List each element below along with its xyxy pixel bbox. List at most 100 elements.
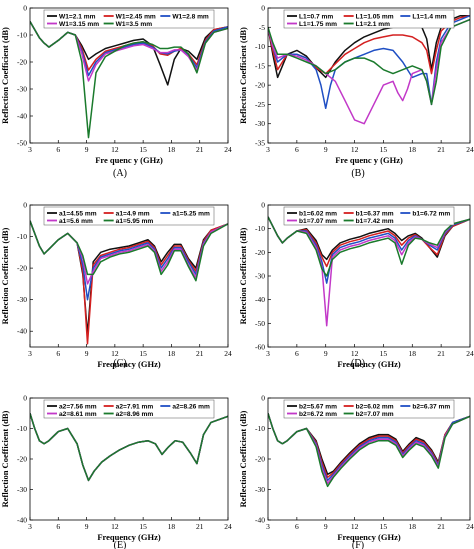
legend-entry: W1=3.15 mm bbox=[59, 21, 99, 28]
y-tick-label: -5 bbox=[259, 23, 265, 32]
y-tick-label: -10 bbox=[17, 424, 27, 433]
legend: b2=5.67 mm b2=6.02 mm b2=6.37 mm b2=6.72 mm… bbox=[283, 399, 455, 419]
x-axis-label: Frequency (GHz) bbox=[337, 532, 401, 542]
y-tick-label: -40 bbox=[255, 516, 265, 525]
x-tick-label: 6 bbox=[56, 145, 60, 154]
y-tick-label: 0 bbox=[261, 4, 265, 13]
x-tick-label: 12 bbox=[111, 349, 119, 358]
y-tick-label: -60 bbox=[255, 343, 265, 352]
x-axis-label: Frequency (GHz) bbox=[97, 532, 161, 542]
x-tick-label: 6 bbox=[295, 145, 299, 154]
x-tick-label: 9 bbox=[324, 145, 328, 154]
legend-entry: b1=6.37 mm bbox=[356, 210, 394, 217]
legend-box bbox=[283, 9, 455, 29]
y-tick-label: 0 bbox=[23, 394, 27, 403]
x-tick-label: 3 bbox=[28, 522, 32, 531]
series-group bbox=[268, 14, 470, 125]
y-tick-label: -40 bbox=[17, 112, 27, 121]
y-axis-label: Reflection Coefficient (dB) bbox=[238, 227, 248, 324]
y-axis-label: Reflection Coefficient (dB) bbox=[238, 410, 248, 507]
panel-label: (D) bbox=[351, 358, 365, 369]
chart-panel: 3 6 9 12 15 18 21 24 0 -10 -20 -30 -40 Frequency (GHz… bbox=[0, 201, 232, 370]
legend-box bbox=[43, 9, 215, 29]
chart-panel: 3 6 9 12 15 18 21 24 0 -10 -20 -30 -40 Frequency (GHz… bbox=[238, 394, 474, 549]
series-line bbox=[30, 21, 228, 139]
x-tick-label: 9 bbox=[85, 349, 89, 358]
x-tick-label: 18 bbox=[168, 145, 176, 154]
x-tick-label: 6 bbox=[56, 522, 60, 531]
x-tick-label: 3 bbox=[28, 349, 32, 358]
series-line bbox=[268, 413, 470, 488]
series-group bbox=[268, 216, 470, 327]
series-line bbox=[268, 413, 470, 479]
x-axis-label: Frequency (GHz) bbox=[97, 359, 161, 369]
x-tick-label: 12 bbox=[351, 349, 359, 358]
series-line bbox=[268, 413, 470, 482]
plot-frame bbox=[267, 204, 471, 348]
plot-frame bbox=[29, 204, 229, 348]
legend-entry: L1=1.4 mm bbox=[412, 13, 446, 20]
x-tick-label: 6 bbox=[295, 349, 299, 358]
x-tick-label: 15 bbox=[380, 349, 388, 358]
legend-box bbox=[43, 206, 215, 226]
legend: a1=4.55 mm a1=4.9 mm a1=5.25 mm a1=5.6 mm a1… bbox=[43, 206, 215, 226]
y-tick-label: -30 bbox=[255, 119, 265, 128]
x-tick-label: 18 bbox=[409, 522, 417, 531]
y-tick-label: -30 bbox=[255, 485, 265, 494]
y-tick-label: -10 bbox=[17, 31, 27, 40]
x-tick-label: 6 bbox=[56, 349, 60, 358]
plot-frame bbox=[29, 7, 229, 144]
series-line bbox=[30, 413, 228, 482]
x-tick-label: 21 bbox=[196, 349, 204, 358]
x-tick-label: 3 bbox=[266, 145, 270, 154]
x-axis-label: Fre quenc y (GHz) bbox=[335, 155, 403, 165]
x-tick-label: 9 bbox=[324, 349, 328, 358]
plot-frame bbox=[267, 7, 471, 144]
legend-box bbox=[283, 206, 455, 226]
series-line bbox=[30, 21, 228, 82]
series-line bbox=[268, 216, 470, 277]
series-line bbox=[268, 413, 470, 485]
series-group bbox=[30, 220, 228, 345]
y-axis-label: Reflection Coefficient (dB) bbox=[238, 27, 248, 124]
y-tick-label: -30 bbox=[17, 485, 27, 494]
x-tick-label: 15 bbox=[380, 522, 388, 531]
chart-panel: 3 6 9 12 15 18 21 24 0 -5 -10 -15 -20 -25 -30 -35 Fre qu… bbox=[238, 4, 474, 180]
legend-entry: W1=2.8 mm bbox=[172, 13, 209, 20]
series-line bbox=[30, 21, 228, 86]
series-group bbox=[268, 413, 470, 488]
legend-entry: a2=8.26 mm bbox=[172, 403, 210, 410]
x-tick-label: 6 bbox=[295, 522, 299, 531]
y-tick-label: -35 bbox=[255, 139, 265, 148]
y-axis-label: Reflection Coefficient (dB) bbox=[0, 27, 10, 124]
panel-label: (A) bbox=[113, 168, 127, 179]
x-tick-label: 18 bbox=[409, 349, 417, 358]
legend-entry: b2=6.37 mm bbox=[412, 403, 450, 410]
panel-label: (F) bbox=[352, 540, 364, 549]
legend: b1=6.02 mm b1=6.37 mm b1=6.72 mm b1=7.07 mm… bbox=[283, 206, 455, 226]
panel-label: (C) bbox=[113, 358, 126, 369]
panel-label: (B) bbox=[351, 168, 364, 179]
y-tick-label: -50 bbox=[17, 139, 27, 148]
legend-box bbox=[43, 399, 215, 419]
series-line bbox=[30, 220, 228, 282]
legend-entry: a1=5.95 mm bbox=[116, 218, 154, 225]
x-tick-label: 15 bbox=[139, 522, 147, 531]
y-tick-label: -10 bbox=[255, 224, 265, 233]
y-tick-label: -30 bbox=[17, 85, 27, 94]
x-tick-label: 12 bbox=[351, 522, 359, 531]
legend-entry: a2=7.56 mm bbox=[59, 403, 97, 410]
x-tick-label: 12 bbox=[111, 145, 119, 154]
legend-entry: a1=5.25 mm bbox=[172, 210, 210, 217]
y-tick-label: -30 bbox=[17, 295, 27, 304]
series-line bbox=[30, 220, 228, 336]
x-tick-label: 24 bbox=[466, 349, 474, 358]
legend-entry: a2=8.96 mm bbox=[116, 411, 154, 418]
y-tick-label: -10 bbox=[17, 232, 27, 241]
y-tick-label: -20 bbox=[17, 455, 27, 464]
legend-entry: W1=2.45 mm bbox=[116, 13, 156, 20]
series-group bbox=[30, 21, 228, 139]
y-tick-label: -20 bbox=[17, 264, 27, 273]
x-tick-label: 18 bbox=[168, 349, 176, 358]
